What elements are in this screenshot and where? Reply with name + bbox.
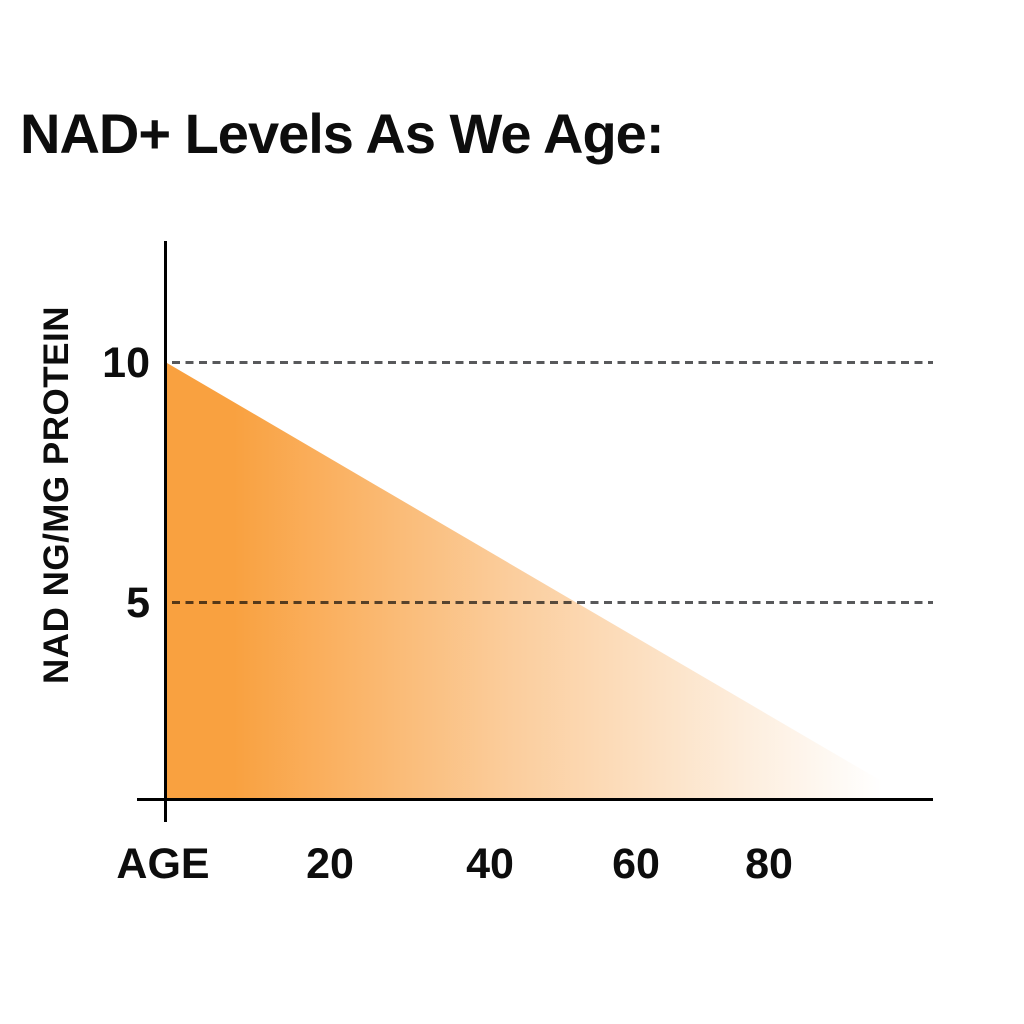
y-tick-10: 10: [102, 339, 150, 387]
y-axis-label: NAD NG/MG PROTEIN: [37, 306, 76, 684]
x-tick-80: 80: [745, 840, 793, 888]
y-axis-line: [164, 241, 167, 822]
x-tick-60: 60: [612, 840, 660, 888]
x-tick-age: AGE: [116, 840, 210, 888]
x-tick-40: 40: [466, 840, 514, 888]
x-tick-20: 20: [306, 840, 354, 888]
gridline-10: [172, 361, 933, 364]
x-axis-line: [137, 798, 933, 801]
y-tick-5: 5: [126, 579, 150, 627]
chart-title: NAD+ Levels As We Age:: [20, 102, 664, 165]
nad-decline-area: [167, 363, 912, 799]
